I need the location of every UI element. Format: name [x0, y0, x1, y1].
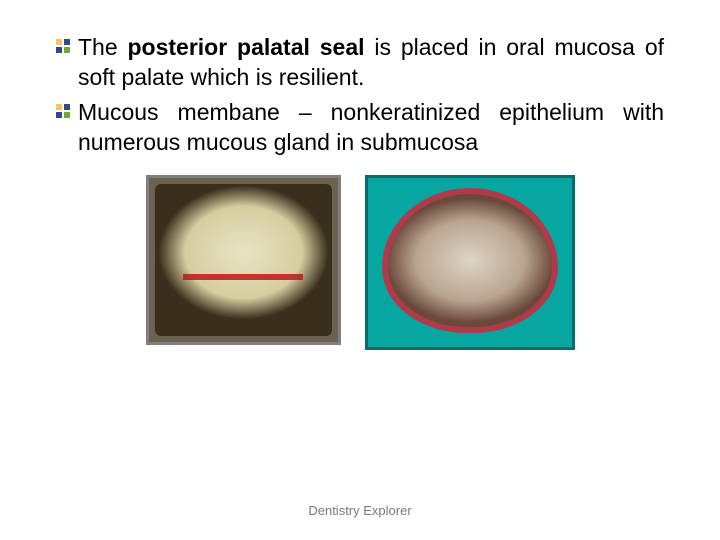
slide-content: The posterior palatal seal is placed in … — [0, 0, 720, 350]
four-diamond-bullet-icon — [56, 39, 70, 53]
bullet-item: The posterior palatal seal is placed in … — [56, 32, 664, 93]
dental-cast-photo — [146, 175, 341, 345]
bullet-text: The posterior palatal seal is placed in … — [78, 32, 664, 93]
bullet-item: Mucous membane – nonkeratinized epitheli… — [56, 97, 664, 158]
photo-placeholder-icon — [183, 274, 304, 280]
text-run-bold: posterior palatal seal — [128, 34, 365, 60]
four-diamond-bullet-icon — [56, 104, 70, 118]
footer-text: Dentistry Explorer — [0, 503, 720, 518]
bullet-text: Mucous membane – nonkeratinized epitheli… — [78, 97, 664, 158]
text-run: The — [78, 34, 128, 60]
images-row — [56, 175, 664, 350]
text-run: Mucous membane – nonkeratinized epitheli… — [78, 99, 664, 155]
palate-intraoral-photo — [365, 175, 575, 350]
photo-placeholder-icon — [155, 184, 332, 336]
photo-placeholder-icon — [382, 188, 558, 333]
